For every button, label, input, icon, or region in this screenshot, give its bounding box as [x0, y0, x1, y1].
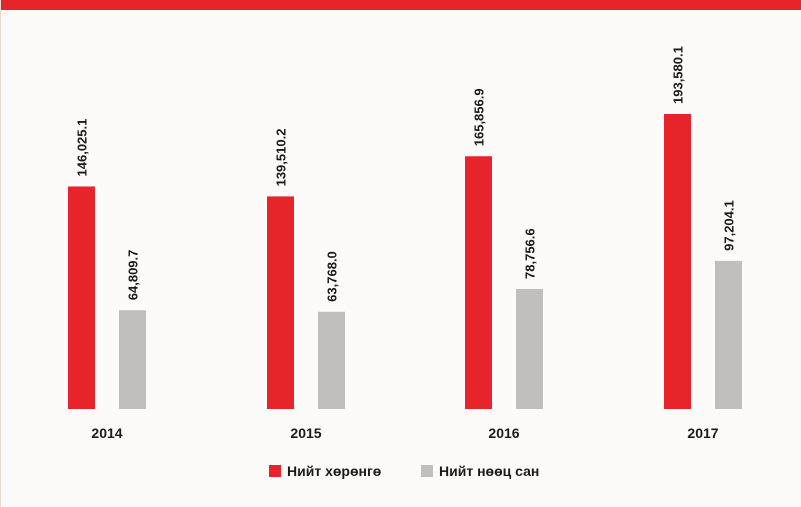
- data-label-2016-series-2: 78,756.6: [523, 228, 538, 279]
- legend-swatch-series-1: [269, 465, 281, 477]
- data-label-2015-series-1: 139,510.2: [274, 129, 289, 187]
- bar-2014-series-1: [68, 186, 95, 409]
- data-label-2014-series-2: 64,809.7: [126, 250, 141, 301]
- x-tick-label-2016: 2016: [488, 425, 519, 441]
- bar-2016-series-2: [516, 288, 543, 409]
- x-tick-label-2014: 2014: [91, 425, 122, 441]
- data-label-2015-series-2: 63,768.0: [325, 251, 340, 302]
- data-label-2017-series-1: 193,580.1: [671, 46, 686, 104]
- legend-label-series-2: Нийт нөөц сан: [439, 463, 539, 479]
- top-accent-bar: [1, 0, 801, 10]
- x-tick-label-2017: 2017: [687, 425, 718, 441]
- data-label-2017-series-2: 97,204.1: [722, 200, 737, 251]
- bar-2017-series-1: [664, 114, 691, 409]
- bar-2015-series-1: [267, 196, 294, 409]
- bar-2017-series-2: [715, 260, 742, 409]
- x-tick-label-2015: 2015: [290, 425, 321, 441]
- legend-label-series-1: Нийт хөрөнгө: [287, 463, 381, 479]
- legend-swatch-series-2: [421, 465, 433, 477]
- bar-2016-series-1: [465, 156, 492, 409]
- bar-2015-series-2: [318, 311, 345, 409]
- data-label-2016-series-1: 165,856.9: [472, 88, 487, 146]
- data-label-2014-series-1: 146,025.1: [75, 119, 90, 177]
- bar-2014-series-2: [119, 310, 146, 409]
